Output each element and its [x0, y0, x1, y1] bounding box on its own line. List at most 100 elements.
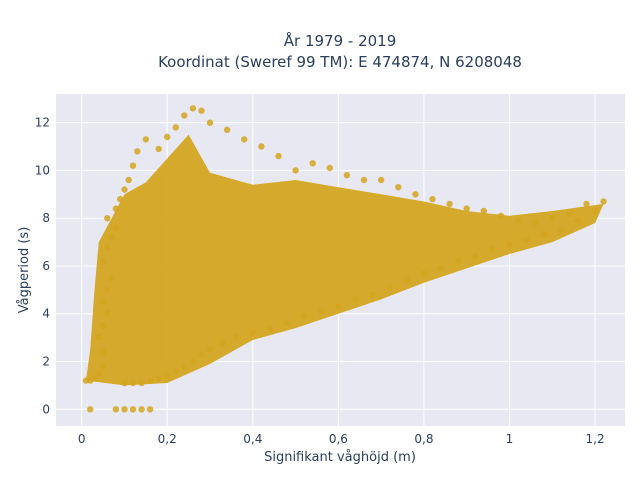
- y-tick-label: 8: [42, 211, 50, 225]
- scatter-point: [249, 329, 256, 336]
- scatter-point: [532, 219, 539, 227]
- scatter-point: [172, 367, 179, 375]
- scatter-point: [600, 198, 607, 205]
- scatter-point: [91, 375, 98, 382]
- scatter-point: [514, 217, 522, 224]
- scatter-point: [540, 231, 547, 239]
- scatter-point: [583, 200, 590, 208]
- x-tick-label: 1,2: [586, 432, 605, 446]
- scatter-point: [206, 119, 214, 126]
- scatter-point: [335, 303, 342, 310]
- scatter-point: [104, 215, 111, 222]
- x-tick-label: 0,6: [329, 432, 348, 446]
- scatter-point: [489, 246, 496, 253]
- scatter-point: [326, 164, 333, 172]
- scatter-point: [241, 136, 248, 143]
- x-tick-labels: 0 0,2 0,4 0,6 0,8 1 1,2: [78, 432, 605, 446]
- scatter-point: [480, 207, 487, 215]
- scatter-point: [108, 234, 115, 241]
- scatter-point: [121, 406, 128, 413]
- scatter-point: [266, 324, 274, 332]
- scatter-point: [395, 184, 402, 191]
- scatter-point: [206, 346, 214, 353]
- scatter-point: [437, 265, 445, 272]
- scatter-point: [104, 286, 111, 294]
- scatter-point: [146, 406, 154, 413]
- scatter-point: [164, 133, 171, 141]
- scatter-point: [142, 136, 149, 143]
- scatter-point: [146, 377, 154, 384]
- scatter-point: [99, 348, 107, 356]
- scatter-point: [112, 224, 120, 231]
- scatter-point: [523, 236, 530, 243]
- scatter-point: [172, 124, 179, 131]
- scatter-point: [95, 370, 103, 377]
- scatter-point: [223, 126, 231, 133]
- scatter-point: [138, 379, 145, 387]
- scatter-point: [99, 363, 107, 370]
- y-tick-labels: 0 2 4 6 8 10 12: [35, 116, 50, 417]
- scatter-point: [386, 284, 393, 291]
- scatter-point: [125, 176, 132, 184]
- x-tick-label: 0,8: [414, 432, 433, 446]
- scatter-point: [112, 205, 120, 212]
- chart-title-line1: År 1979 - 2019: [284, 31, 397, 50]
- scatter-point: [189, 358, 197, 365]
- x-tick-label: 0,4: [243, 432, 262, 446]
- x-tick-label: 0: [78, 432, 86, 446]
- y-axis-title: Vågperiod (s): [17, 227, 32, 314]
- scatter-point: [557, 226, 564, 234]
- y-tick-label: 10: [35, 163, 50, 177]
- points-layer: [82, 105, 607, 413]
- scatter-point: [377, 176, 385, 184]
- scatter-point: [403, 277, 410, 284]
- scatter-point: [129, 406, 137, 413]
- scatter-point: [181, 363, 188, 370]
- scatter-point: [343, 172, 351, 179]
- scatter-point: [108, 274, 115, 282]
- x-tick-label: 1: [506, 432, 514, 446]
- scatter-point: [99, 258, 107, 265]
- scatter-point: [104, 310, 111, 317]
- scatter-point: [121, 379, 128, 387]
- scatter-point: [369, 291, 376, 298]
- scatter-point: [549, 215, 556, 222]
- scatter-density-band: [85, 134, 604, 386]
- scatter-point: [420, 269, 428, 277]
- scatter-point: [292, 167, 299, 174]
- scatter-point: [360, 176, 368, 184]
- scatter-point: [455, 258, 462, 265]
- scatter-point: [275, 152, 282, 160]
- scatter-point: [219, 339, 226, 346]
- scatter-point: [283, 320, 291, 327]
- scatter-point: [232, 334, 239, 341]
- scatter-point: [591, 207, 599, 215]
- scatter-point: [164, 372, 171, 379]
- scatter-point: [352, 296, 359, 303]
- scatter-point: [318, 308, 325, 315]
- y-tick-label: 2: [42, 355, 50, 369]
- scatter-point: [198, 351, 205, 358]
- scatter-point: [472, 253, 479, 260]
- scatter-point: [574, 217, 582, 224]
- y-tick-label: 0: [42, 402, 50, 416]
- chart-title-line2: Koordinat (Sweref 99 TM): E 474874, N 62…: [158, 53, 522, 71]
- scatter-point: [99, 322, 107, 329]
- scatter-point: [155, 375, 162, 382]
- scatter-point: [429, 195, 436, 203]
- scatter-point: [99, 298, 107, 305]
- scatter-point: [117, 195, 124, 203]
- scatter-point: [446, 200, 453, 208]
- scatter-point: [300, 312, 308, 320]
- scatter-point: [198, 107, 205, 114]
- scatter-point: [181, 112, 188, 119]
- scatter-point: [87, 406, 94, 413]
- scatter-point: [258, 143, 265, 150]
- y-tick-label: 4: [42, 307, 50, 321]
- scatter-point: [138, 406, 145, 413]
- y-tick-label: 12: [35, 116, 50, 130]
- scatter-point: [497, 212, 505, 219]
- scatter-point: [309, 160, 316, 167]
- scatter-point: [506, 241, 513, 248]
